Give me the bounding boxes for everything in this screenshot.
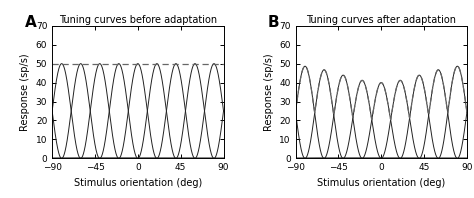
Text: B: B [268, 15, 280, 30]
Y-axis label: Response (sp/s): Response (sp/s) [264, 53, 273, 131]
Title: Tuning curves before adaptation: Tuning curves before adaptation [59, 15, 217, 25]
Text: A: A [25, 15, 36, 30]
X-axis label: Stimulus orientation (deg): Stimulus orientation (deg) [74, 178, 202, 188]
X-axis label: Stimulus orientation (deg): Stimulus orientation (deg) [317, 178, 445, 188]
Y-axis label: Response (sp/s): Response (sp/s) [20, 53, 30, 131]
Title: Tuning curves after adaptation: Tuning curves after adaptation [306, 15, 456, 25]
